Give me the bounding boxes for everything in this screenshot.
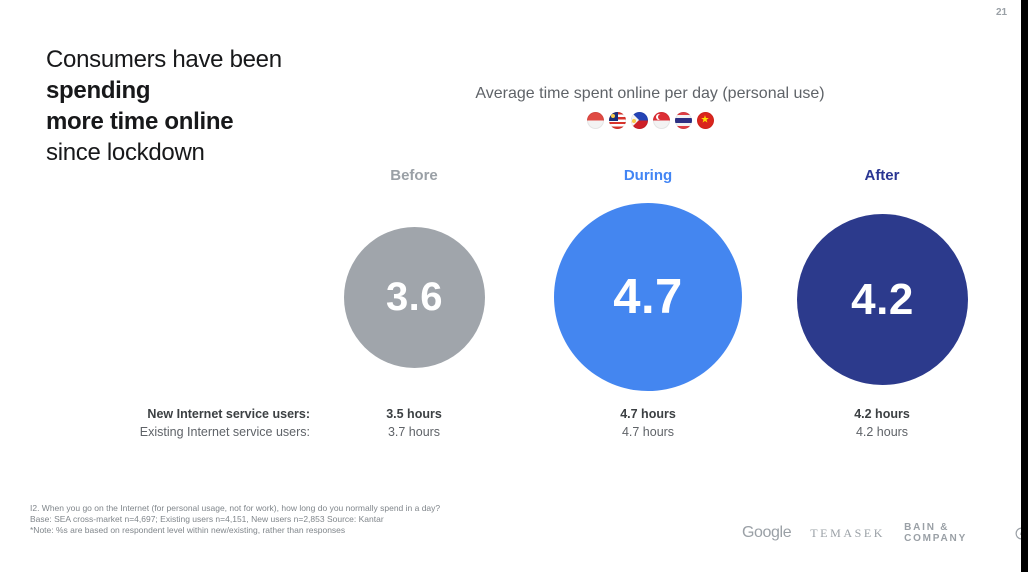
existing-users-during-value: 4.7 hours	[621, 425, 675, 439]
new-users-during-value: 4.7 hours	[620, 407, 676, 421]
footnote-question: I2. When you go on the Internet (for per…	[30, 503, 441, 513]
bain-company-logo-text: BAIN & COMPANY	[904, 522, 968, 544]
bain-company-logo: BAIN & COMPANY	[904, 522, 1028, 544]
screen-edge-black-bar	[1021, 0, 1028, 572]
row-label-existing-users: Existing Internet service users:	[139, 425, 310, 439]
headline-line-1: Consumers have been	[46, 46, 282, 73]
bubble-after: 4.2	[797, 214, 968, 385]
flag-singapore-icon	[652, 112, 670, 129]
headline-line-4: since lockdown	[46, 139, 205, 166]
temasek-logo: TEMASEK	[810, 525, 886, 540]
bubble-after-value: 4.2	[851, 274, 914, 324]
bubble-before-value: 3.6	[385, 275, 444, 319]
country-flags-row	[370, 112, 930, 129]
page-number: 21	[996, 7, 1008, 18]
footnotes: I2. When you go on the Internet (for per…	[30, 503, 440, 536]
footer-logos: Google TEMASEK BAIN & COMPANY	[742, 522, 1028, 544]
table-row-existing-users: Existing Internet service users: 3.7 hou…	[0, 425, 1028, 443]
slide-headline: Consumers have been spending more time o…	[46, 44, 282, 168]
headline-line-2: spending	[46, 77, 151, 104]
flag-indonesia-icon	[586, 112, 604, 129]
chart-title: Average time spent online per day (perso…	[475, 85, 825, 102]
flag-malaysia-icon	[608, 112, 626, 129]
table-row-new-users: New Internet service users: 3.5 hours 4.…	[0, 407, 1028, 425]
existing-users-before-value: 3.7 hours	[387, 425, 441, 439]
flag-thailand-icon	[674, 112, 692, 129]
existing-users-after-value: 4.2 hours	[855, 425, 909, 439]
new-users-after-value: 4.2 hours	[854, 407, 910, 421]
bubble-before: 3.6	[344, 227, 485, 368]
flag-philippines-icon	[630, 112, 648, 129]
google-logo: Google	[742, 524, 792, 541]
row-label-new-users: New Internet service users:	[147, 407, 310, 421]
column-header-after: After	[864, 167, 900, 184]
bubble-during-value: 4.7	[613, 270, 683, 324]
headline-line-3: more time online	[46, 108, 234, 135]
flag-vietnam-icon	[696, 112, 714, 129]
new-users-before-value: 3.5 hours	[386, 407, 442, 421]
column-header-during: During	[623, 167, 673, 184]
bubble-during: 4.7	[554, 203, 742, 391]
footnote-note: *Note: %s are based on respondent level …	[30, 525, 346, 535]
column-header-before: Before	[390, 167, 438, 184]
footnote-base: Base: SEA cross-market n=4,697; Existing…	[30, 514, 384, 524]
